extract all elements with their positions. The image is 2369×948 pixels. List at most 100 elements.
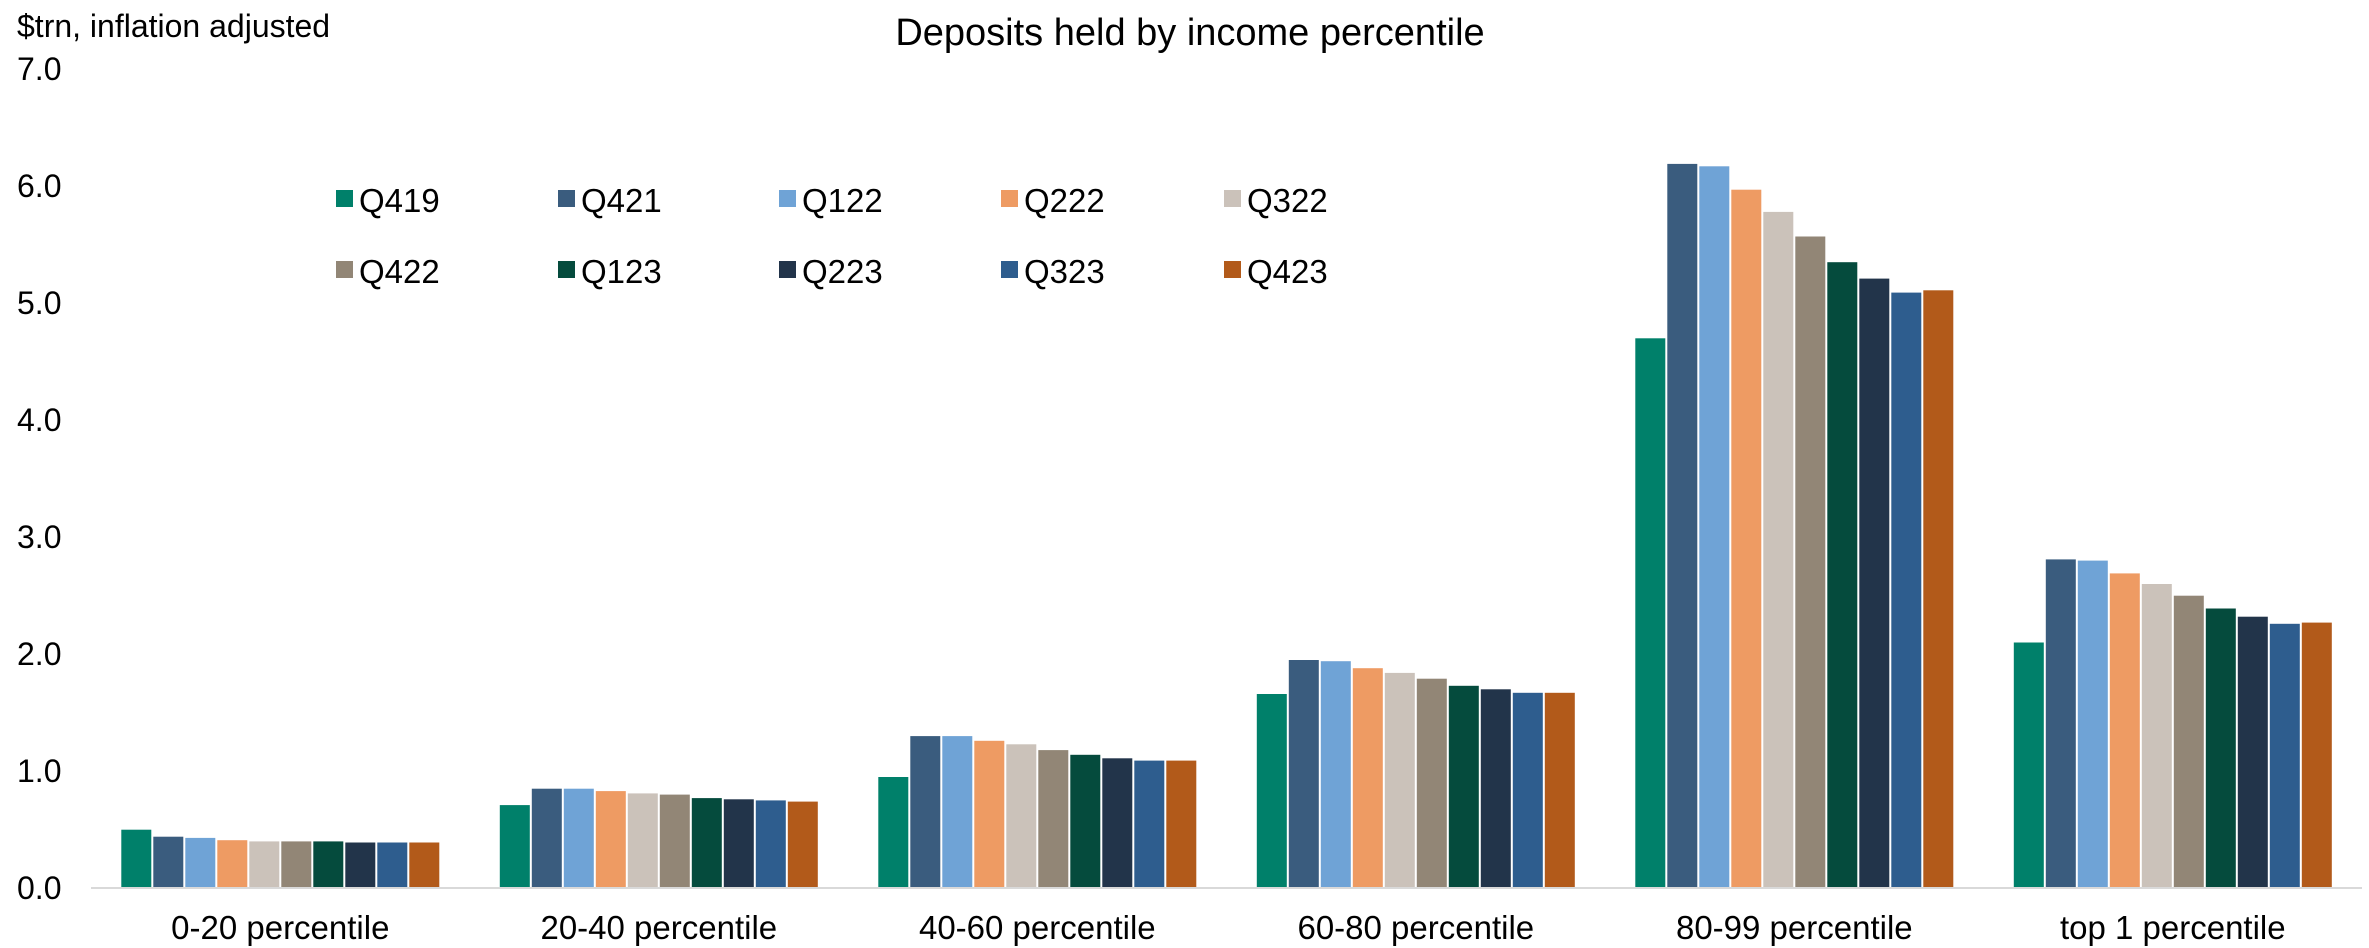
bar-q419-cat-4: [1635, 338, 1666, 887]
legend-swatch-q323: [1001, 261, 1018, 278]
bar-q423-cat-2: [1166, 760, 1197, 887]
legend-swatch-q123: [558, 261, 575, 278]
bar-q422-cat-1: [659, 794, 690, 887]
bar-q223-cat-5: [2237, 616, 2268, 887]
bar-q323-cat-0: [377, 842, 408, 887]
y-tick-label: 5.0: [17, 285, 61, 321]
bar-q323-cat-5: [2269, 623, 2300, 888]
y-tick-label: 3.0: [17, 519, 61, 555]
legend-swatch-q422: [336, 261, 353, 278]
bar-q322-cat-1: [627, 793, 658, 887]
x-category-label: 60-80 percentile: [1297, 909, 1534, 946]
bar-q419-cat-1: [499, 805, 530, 887]
y-axis-ticks: 0.0 1.0 2.0 3.0 4.0 5.0 6.0 7.0: [17, 51, 61, 906]
bar-q123-cat-3: [1448, 685, 1479, 887]
bar-q323-cat-4: [1891, 292, 1922, 888]
bar-q422-cat-0: [281, 841, 312, 887]
legend-label-q323: Q323: [1024, 253, 1105, 290]
bar-q419-cat-0: [121, 829, 152, 887]
bar-q223-cat-3: [1480, 689, 1511, 887]
legend-label-q421: Q421: [581, 182, 662, 219]
legend-label-q122: Q122: [802, 182, 883, 219]
bar-q422-cat-4: [1795, 236, 1826, 887]
legend-swatch-q419: [336, 190, 353, 207]
bar-q322-cat-3: [1384, 672, 1415, 887]
bar-q122-cat-0: [185, 837, 216, 887]
bar-q222-cat-1: [595, 791, 626, 887]
bar-q123-cat-1: [691, 798, 722, 887]
bar-q122-cat-1: [563, 788, 594, 887]
legend-swatch-q423: [1224, 261, 1241, 278]
bar-q421-cat-5: [2045, 559, 2076, 887]
bar-q223-cat-4: [1859, 278, 1890, 888]
y-tick-label: 0.0: [17, 870, 61, 906]
bar-q222-cat-5: [2109, 573, 2140, 887]
y-tick-label: 2.0: [17, 636, 61, 672]
bar-q223-cat-2: [1102, 758, 1133, 887]
legend-swatch-q223: [779, 261, 796, 278]
bar-q223-cat-0: [345, 842, 376, 887]
legend-label-q419: Q419: [359, 182, 440, 219]
legend-swatch-q222: [1001, 190, 1018, 207]
legend-label-q222: Q222: [1024, 182, 1105, 219]
x-category-label: 20-40 percentile: [540, 909, 777, 946]
x-category-label: 80-99 percentile: [1676, 909, 1913, 946]
bar-q419-cat-5: [2013, 642, 2044, 887]
bar-q123-cat-2: [1070, 754, 1101, 887]
bar-q122-cat-5: [2077, 560, 2108, 887]
y-axis-unit-label: $trn, inflation adjusted: [17, 8, 330, 44]
bar-q422-cat-2: [1038, 750, 1069, 887]
bar-q322-cat-2: [1006, 744, 1037, 887]
bar-q419-cat-3: [1256, 694, 1287, 887]
bar-q222-cat-0: [217, 840, 248, 887]
y-tick-label: 6.0: [17, 168, 61, 204]
legend-label-q322: Q322: [1247, 182, 1328, 219]
legend: Q419 Q421 Q122 Q222 Q322 Q422 Q123 Q223 Q323 Q423: [336, 182, 1328, 290]
x-category-label: 40-60 percentile: [919, 909, 1156, 946]
bar-q422-cat-5: [2173, 595, 2204, 887]
bar-q421-cat-4: [1667, 163, 1698, 887]
y-tick-label: 4.0: [17, 402, 61, 438]
bar-q322-cat-5: [2141, 584, 2172, 887]
legend-swatch-q322: [1224, 190, 1241, 207]
bars-group: [121, 163, 2332, 888]
bar-q122-cat-3: [1320, 661, 1351, 887]
bar-q222-cat-4: [1731, 189, 1762, 887]
bar-q222-cat-3: [1352, 668, 1383, 887]
bar-q123-cat-0: [313, 841, 344, 887]
bar-q222-cat-2: [974, 740, 1005, 888]
bar-q122-cat-4: [1699, 166, 1730, 888]
bar-q123-cat-5: [2205, 608, 2236, 887]
bar-q421-cat-2: [910, 736, 941, 887]
legend-label-q123: Q123: [581, 253, 662, 290]
bar-q223-cat-1: [723, 799, 754, 888]
bar-q423-cat-1: [787, 801, 818, 887]
bar-q423-cat-3: [1544, 692, 1575, 887]
bar-q323-cat-3: [1512, 692, 1543, 887]
bar-q419-cat-2: [878, 777, 909, 887]
bar-q422-cat-3: [1416, 678, 1447, 887]
bar-q322-cat-4: [1763, 211, 1794, 887]
bar-q322-cat-0: [249, 841, 280, 887]
chart-title: Deposits held by income percentile: [895, 12, 1484, 54]
legend-swatch-q122: [779, 190, 796, 207]
y-tick-label: 1.0: [17, 753, 61, 789]
bar-q323-cat-1: [755, 800, 786, 887]
x-category-label: 0-20 percentile: [171, 909, 389, 946]
bar-q421-cat-3: [1288, 660, 1319, 887]
legend-label-q223: Q223: [802, 253, 883, 290]
legend-label-q423: Q423: [1247, 253, 1328, 290]
bar-q421-cat-1: [531, 788, 562, 887]
legend-swatch-q421: [558, 190, 575, 207]
bar-q423-cat-4: [1923, 290, 1954, 887]
bar-q123-cat-4: [1827, 262, 1858, 887]
bar-q122-cat-2: [942, 736, 973, 887]
bar-q423-cat-0: [409, 842, 440, 887]
bar-q421-cat-0: [153, 836, 184, 887]
legend-label-q422: Q422: [359, 253, 440, 290]
bar-q423-cat-5: [2301, 622, 2332, 887]
bar-q323-cat-2: [1134, 760, 1165, 887]
x-axis-categories: 0-20 percentile 20-40 percentile 40-60 per…: [171, 909, 2285, 946]
x-category-label: top 1 percentile: [2060, 909, 2286, 946]
